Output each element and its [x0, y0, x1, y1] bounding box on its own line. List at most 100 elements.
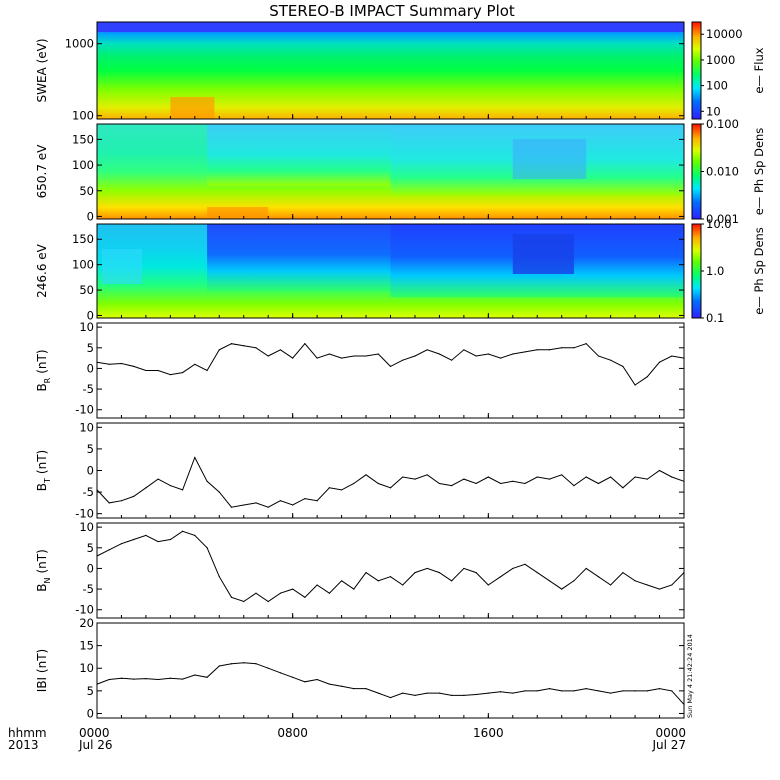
- panel-frame: [96, 522, 685, 619]
- data-point: [475, 482, 477, 485]
- data-point: [414, 355, 416, 357]
- data-point: [561, 474, 563, 476]
- data-point: [524, 351, 526, 353]
- data-point: [671, 476, 673, 478]
- y-tick-label: 10: [79, 320, 94, 334]
- data-point: [157, 478, 159, 480]
- data-point: [438, 353, 441, 355]
- data-point: [328, 487, 330, 489]
- data-point: [548, 478, 551, 480]
- data-point: [267, 506, 269, 508]
- data-point: [255, 347, 257, 349]
- data-point: [292, 588, 294, 590]
- data-point: [365, 355, 367, 357]
- data-point: [438, 482, 441, 485]
- y-axis-label-main: B: [35, 383, 49, 391]
- data-point: [622, 690, 624, 692]
- y-tick-label: 0: [87, 209, 94, 223]
- data-point: [145, 487, 147, 489]
- data-point: [463, 567, 465, 570]
- data-point: [414, 571, 416, 574]
- y-tick-label: 5: [87, 684, 94, 698]
- data-point: [658, 588, 661, 590]
- heatmap-hotspot: [170, 97, 215, 119]
- data-point: [304, 343, 306, 345]
- data-point: [622, 487, 624, 489]
- y-tick-label: 0: [87, 706, 94, 720]
- data-point: [573, 580, 575, 582]
- data-point: [683, 703, 685, 706]
- y-axis-label: IBI (nT): [35, 649, 49, 692]
- data-point: [255, 592, 257, 594]
- data-point: [548, 687, 551, 690]
- data-point: [658, 361, 661, 363]
- data-point: [194, 363, 196, 365]
- data-point: [96, 489, 98, 491]
- data-point: [499, 576, 502, 578]
- data-point: [243, 662, 245, 664]
- data-point: [512, 480, 514, 482]
- data-point: [120, 362, 123, 365]
- data-point: [218, 491, 220, 493]
- data-point: [634, 690, 636, 692]
- data-point: [328, 592, 330, 594]
- data-point: [157, 678, 159, 681]
- colorbar-tick-label: 100: [706, 79, 728, 93]
- data-point: [316, 678, 318, 681]
- data-point: [597, 355, 599, 357]
- y-tick-label: 5: [87, 341, 94, 355]
- y-tick-label: -10: [75, 507, 94, 521]
- data-point: [610, 359, 612, 361]
- y-tick-label: -10: [75, 403, 94, 417]
- heatmap-region: [512, 139, 587, 179]
- data-point: [145, 534, 147, 536]
- colorbar-label: e— Ph Sp Dens: [752, 227, 766, 315]
- data-point: [597, 690, 599, 692]
- y-axis-label-sub: T: [43, 478, 52, 484]
- data-point: [548, 349, 551, 351]
- data-point: [182, 371, 184, 374]
- time-tick-label: 1600: [473, 726, 504, 740]
- y-tick-label: 100: [72, 258, 94, 272]
- data-point: [206, 369, 208, 372]
- data-point: [487, 353, 489, 355]
- data-point: [573, 347, 575, 349]
- data-point: [292, 676, 294, 678]
- data-point: [487, 692, 489, 694]
- y-tick-label: 50: [79, 184, 94, 198]
- data-point: [365, 571, 367, 574]
- data-point: [120, 677, 123, 679]
- y-axis-label-unit: (nT): [35, 349, 49, 373]
- y-axis-label: BR (nT): [35, 349, 52, 391]
- data-point: [524, 690, 526, 692]
- data-point: [365, 474, 367, 476]
- data-point: [536, 476, 538, 478]
- data-point: [646, 376, 648, 378]
- y-tick-label: 10: [79, 661, 94, 675]
- y-axis-label-sub: N: [43, 578, 52, 584]
- data-point: [169, 677, 171, 679]
- data-point: [353, 482, 355, 485]
- colorbar-tick-label: 0.100: [706, 117, 739, 131]
- data-point: [316, 500, 318, 502]
- panel-frame: [96, 622, 685, 719]
- data-point: [585, 476, 587, 478]
- y-tick-label: 50: [79, 283, 94, 297]
- data-point: [304, 497, 306, 500]
- y-tick-label: 5: [87, 541, 94, 555]
- data-point: [377, 692, 379, 694]
- data-point: [255, 502, 257, 504]
- data-point: [414, 694, 416, 696]
- colorbar: [691, 223, 702, 319]
- data-point: [671, 355, 673, 357]
- data-point: [585, 687, 587, 690]
- data-point: [475, 355, 477, 357]
- data-point: [389, 697, 392, 699]
- colorbar: [691, 123, 702, 220]
- data-point: [561, 690, 563, 692]
- y-tick-label: 100: [72, 158, 94, 172]
- data-point: [230, 506, 233, 508]
- data-point: [206, 547, 208, 549]
- data-point: [353, 687, 355, 690]
- data-point: [646, 584, 648, 586]
